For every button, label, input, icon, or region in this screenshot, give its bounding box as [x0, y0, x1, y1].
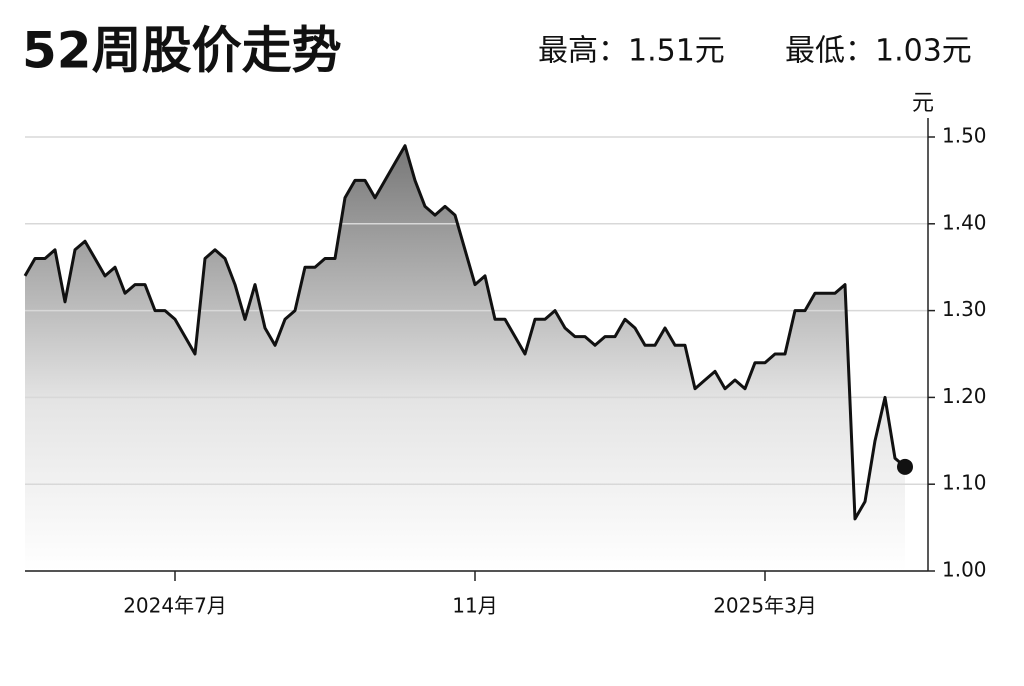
- high-label: 最高：1.51元: [538, 34, 725, 69]
- y-tick-label: 1.40: [942, 210, 987, 234]
- low-label: 最低：1.03元: [785, 34, 972, 69]
- price-line: [23, 144, 906, 521]
- y-tick-label: 1.10: [942, 471, 987, 495]
- y-tick-label: 1.00: [942, 558, 987, 582]
- y-unit: 元: [912, 91, 934, 116]
- y-tick-label: 1.30: [942, 297, 987, 321]
- y-tick-label: 1.20: [942, 384, 987, 408]
- area-fill: [25, 145, 905, 571]
- x-tick-label: 2025年3月: [713, 594, 817, 618]
- y-tick-label: 1.50: [942, 124, 987, 148]
- x-tick-label: 11月: [452, 594, 497, 618]
- x-tick-label: 2024年7月: [123, 594, 227, 618]
- chart-title: 52周股价走势: [22, 22, 342, 80]
- last-point: [897, 458, 913, 475]
